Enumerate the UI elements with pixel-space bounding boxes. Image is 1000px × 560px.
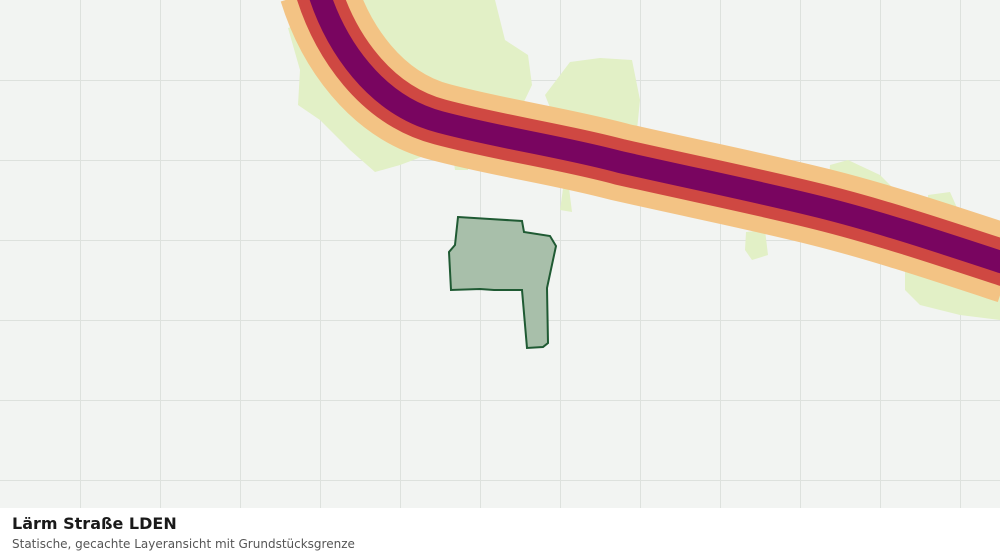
legend-footer: Lärm Straße LDEN Statische, gecachte Lay… (0, 508, 1000, 560)
layer-title: Lärm Straße LDEN (12, 514, 177, 533)
layer-subtitle: Statische, gecachte Layeransicht mit Gru… (12, 537, 355, 551)
map-view (0, 0, 1000, 508)
road-noise-bands (280, 0, 1000, 303)
noise-zone-purple (309, 0, 1000, 274)
parcel-boundary (447, 215, 558, 350)
